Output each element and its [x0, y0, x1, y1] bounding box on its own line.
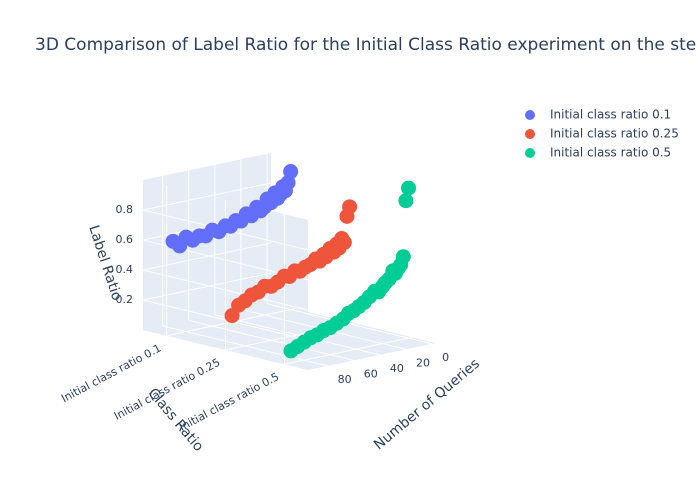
x-tick-label: 20 — [416, 356, 430, 369]
legend-marker — [525, 129, 535, 139]
legend-label: Initial class ratio 0.25 — [550, 127, 679, 141]
z-grid-line — [142, 182, 272, 211]
point — [165, 233, 181, 249]
z-grid-line — [142, 272, 272, 301]
z-tick-label: 0.2 — [116, 293, 134, 306]
point — [398, 193, 414, 209]
legend-label: Initial class ratio 0.1 — [550, 108, 671, 122]
legend-label: Initial class ratio 0.5 — [550, 146, 671, 160]
z-tick-label: 0.8 — [116, 203, 134, 216]
z-grid-line — [142, 242, 272, 271]
category-grid-line — [284, 336, 413, 365]
legend-marker — [525, 110, 535, 120]
z-tick-label: 0.6 — [116, 233, 134, 246]
point — [224, 308, 240, 324]
legend-marker — [525, 148, 535, 158]
x-tick-label: 60 — [364, 367, 378, 380]
point — [283, 343, 299, 359]
x-tick-label: 80 — [338, 373, 352, 386]
chart-title: 3D Comparison of Label Ratio for the Ini… — [35, 35, 696, 55]
point — [401, 180, 417, 196]
x-tick-label: 0 — [442, 351, 449, 364]
x-tick-label: 40 — [390, 362, 404, 375]
z-tick-label: 0.4 — [116, 263, 134, 276]
point — [339, 208, 355, 224]
